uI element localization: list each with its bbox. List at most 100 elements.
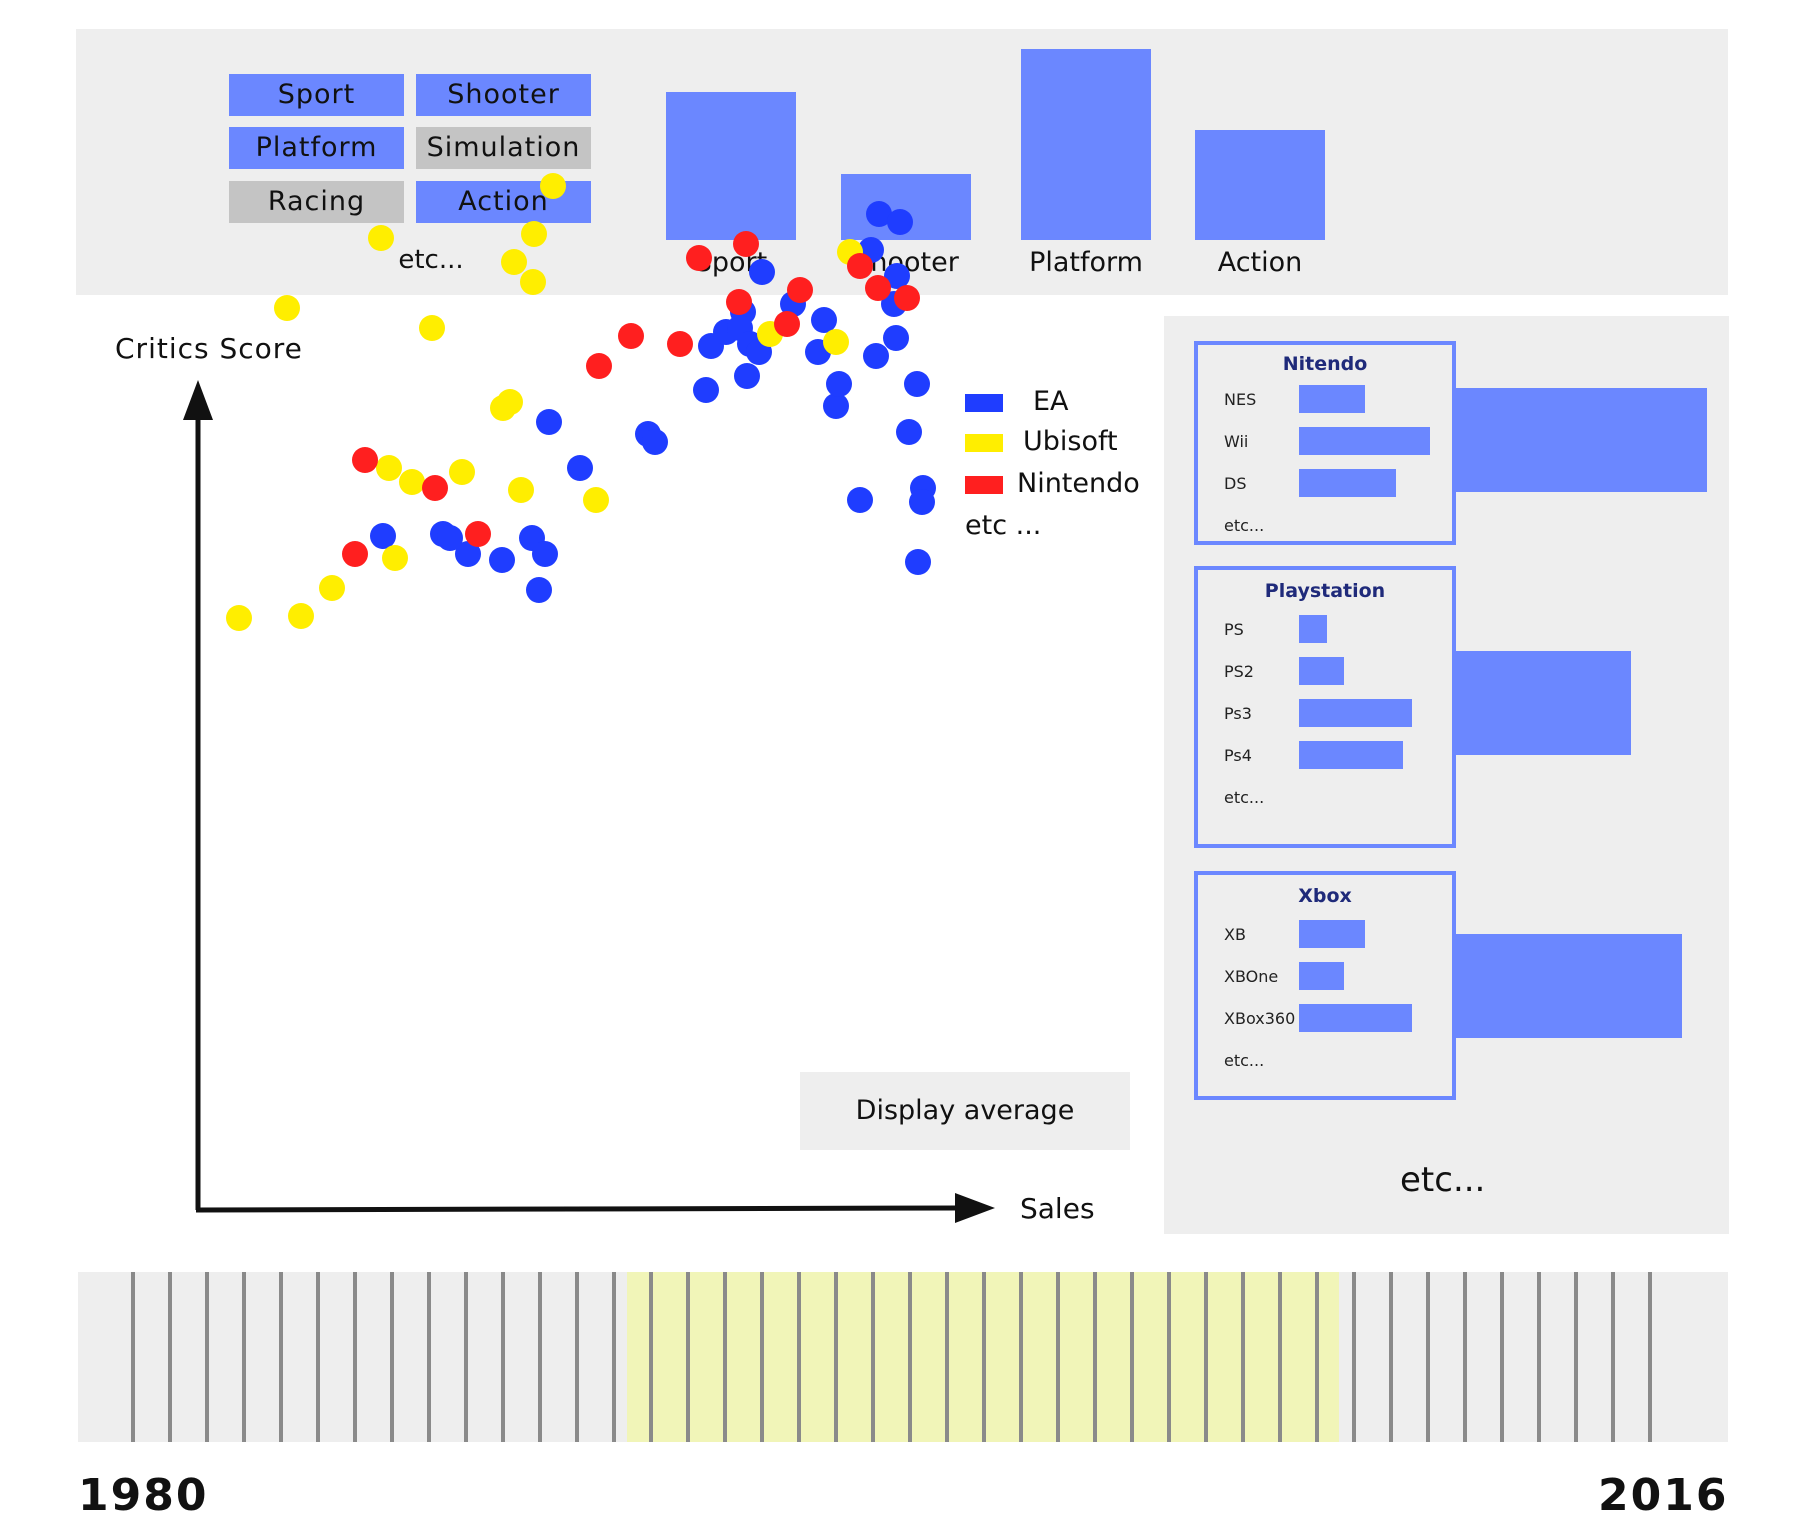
scatter-point-ea[interactable] [884, 263, 910, 289]
timeline-year-tick[interactable] [316, 1272, 320, 1442]
scatter-point-ubisoft[interactable] [823, 329, 849, 355]
scatter-point-ubisoft[interactable] [520, 269, 546, 295]
scatter-point-ea[interactable] [826, 371, 852, 397]
scatter-point-nintendo[interactable] [726, 289, 752, 315]
timeline-year-tick[interactable] [501, 1272, 505, 1442]
timeline-year-tick[interactable] [760, 1272, 764, 1442]
timeline-year-tick[interactable] [1426, 1272, 1430, 1442]
timeline-year-tick[interactable] [1167, 1272, 1171, 1442]
scatter-point-nintendo[interactable] [352, 447, 378, 473]
timeline-year-tick[interactable] [131, 1272, 135, 1442]
console-card-xbox[interactable]: Xbox XB XBOne XBox360 etc... [1194, 871, 1456, 1100]
scatter-point-ubisoft[interactable] [508, 477, 534, 503]
year-range-slider[interactable] [78, 1272, 1728, 1442]
scatter-point-ubisoft[interactable] [319, 575, 345, 601]
timeline-year-tick[interactable] [945, 1272, 949, 1442]
scatter-point-ea[interactable] [866, 201, 892, 227]
console-total-bar-xbox[interactable] [1452, 934, 1682, 1038]
scatter-point-nintendo[interactable] [787, 277, 813, 303]
scatter-point-ea[interactable] [642, 429, 668, 455]
scatter-point-nintendo[interactable] [686, 245, 712, 271]
genre-button-action[interactable]: Action [416, 181, 591, 223]
timeline-year-tick[interactable] [1019, 1272, 1023, 1442]
scatter-point-ubisoft[interactable] [521, 221, 547, 247]
timeline-year-tick[interactable] [871, 1272, 875, 1442]
timeline-year-tick[interactable] [1130, 1272, 1134, 1442]
timeline-year-tick[interactable] [1204, 1272, 1208, 1442]
console-bar[interactable] [1299, 615, 1327, 643]
timeline-year-tick[interactable] [686, 1272, 690, 1442]
genre-button-platform[interactable]: Platform [229, 127, 404, 169]
scatter-point-ea[interactable] [904, 371, 930, 397]
timeline-year-tick[interactable] [612, 1272, 616, 1442]
console-bar[interactable] [1299, 699, 1413, 727]
scatter-point-ea[interactable] [437, 525, 463, 551]
timeline-year-tick[interactable] [1537, 1272, 1541, 1442]
scatter-point-ubisoft[interactable] [399, 469, 425, 495]
scatter-point-ea[interactable] [693, 377, 719, 403]
timeline-year-tick[interactable] [168, 1272, 172, 1442]
timeline-year-tick[interactable] [464, 1272, 468, 1442]
timeline-year-tick[interactable] [1463, 1272, 1467, 1442]
console-total-bar-playstation[interactable] [1452, 651, 1631, 755]
timeline-year-tick[interactable] [1574, 1272, 1578, 1442]
scatter-point-nintendo[interactable] [667, 331, 693, 357]
timeline-year-tick[interactable] [575, 1272, 579, 1442]
scatter-point-ea[interactable] [526, 577, 552, 603]
scatter-point-ea[interactable] [823, 393, 849, 419]
console-bar[interactable] [1299, 741, 1404, 769]
scatter-point-nintendo[interactable] [586, 353, 612, 379]
timeline-year-tick[interactable] [538, 1272, 542, 1442]
console-bar[interactable] [1299, 427, 1430, 455]
console-total-bar-nitendo[interactable] [1452, 388, 1707, 492]
console-bar[interactable] [1299, 1004, 1413, 1032]
scatter-point-ea[interactable] [909, 489, 935, 515]
timeline-year-tick[interactable] [427, 1272, 431, 1442]
timeline-year-tick[interactable] [1611, 1272, 1615, 1442]
scatter-point-ea[interactable] [532, 541, 558, 567]
scatter-point-ea[interactable] [370, 523, 396, 549]
scatter-point-ubisoft[interactable] [497, 389, 523, 415]
timeline-year-tick[interactable] [834, 1272, 838, 1442]
scatter-point-ubisoft[interactable] [226, 605, 252, 631]
genre-bar-action[interactable] [1195, 130, 1325, 240]
scatter-point-nintendo[interactable] [342, 541, 368, 567]
scatter-point-ubisoft[interactable] [540, 173, 566, 199]
console-card-nintendo[interactable]: Nitendo NES Wii DS etc... [1194, 341, 1456, 545]
console-bar[interactable] [1299, 385, 1366, 413]
genre-bar-sport[interactable] [666, 92, 796, 240]
scatter-point-ubisoft[interactable] [419, 315, 445, 341]
timeline-year-tick[interactable] [649, 1272, 653, 1442]
scatter-point-ea[interactable] [536, 409, 562, 435]
scatter-point-nintendo[interactable] [894, 285, 920, 311]
scatter-point-ea[interactable] [887, 209, 913, 235]
scatter-point-nintendo[interactable] [733, 231, 759, 257]
timeline-year-tick[interactable] [1093, 1272, 1097, 1442]
scatter-point-ubisoft[interactable] [382, 545, 408, 571]
timeline-year-tick[interactable] [390, 1272, 394, 1442]
timeline-year-tick[interactable] [1389, 1272, 1393, 1442]
genre-button-simulation[interactable]: Simulation [416, 127, 591, 169]
scatter-point-ea[interactable] [883, 325, 909, 351]
scatter-point-nintendo[interactable] [774, 311, 800, 337]
timeline-year-tick[interactable] [723, 1272, 727, 1442]
scatter-point-ubisoft[interactable] [583, 487, 609, 513]
display-average-button[interactable]: Display average [800, 1072, 1130, 1150]
timeline-year-tick[interactable] [205, 1272, 209, 1442]
genre-button-sport[interactable]: Sport [229, 74, 404, 116]
console-bar[interactable] [1299, 920, 1366, 948]
scatter-point-ea[interactable] [811, 307, 837, 333]
console-bar[interactable] [1299, 962, 1345, 990]
timeline-year-tick[interactable] [1352, 1272, 1356, 1442]
scatter-point-ea[interactable] [905, 549, 931, 575]
scatter-point-ea[interactable] [455, 541, 481, 567]
scatter-point-nintendo[interactable] [618, 323, 644, 349]
timeline-year-tick[interactable] [1648, 1272, 1652, 1442]
genre-bar-platform[interactable] [1021, 49, 1151, 240]
timeline-year-tick[interactable] [982, 1272, 986, 1442]
timeline-year-tick[interactable] [1315, 1272, 1319, 1442]
scatter-point-nintendo[interactable] [465, 521, 491, 547]
scatter-point-ea[interactable] [863, 343, 889, 369]
scatter-point-ea[interactable] [567, 455, 593, 481]
timeline-year-tick[interactable] [353, 1272, 357, 1442]
